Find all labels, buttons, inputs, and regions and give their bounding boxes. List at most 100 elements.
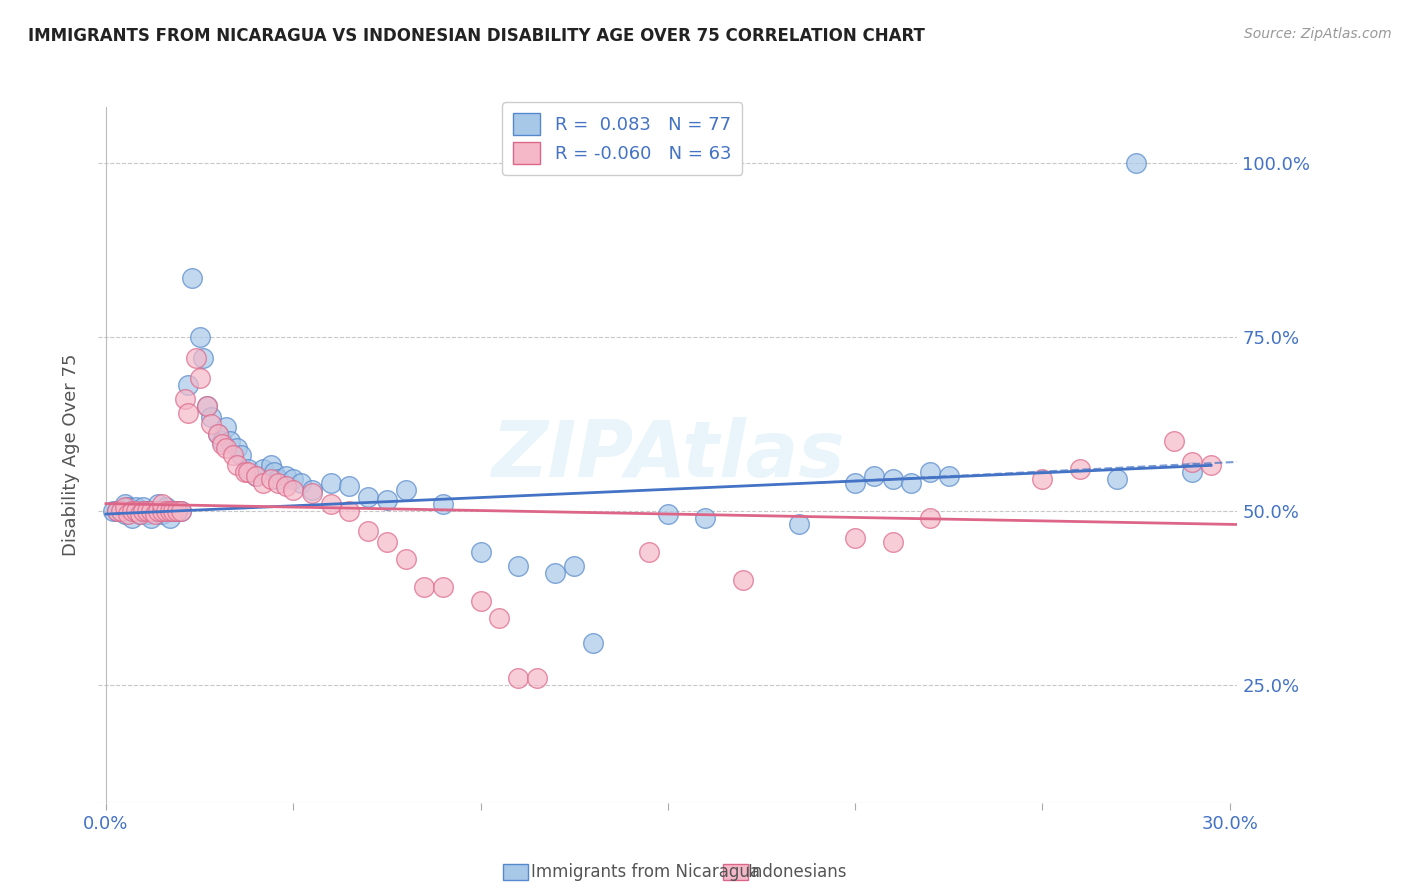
Indonesians	[252, 475, 274, 490]
Immigrants from Nicaragua	[155, 500, 177, 514]
Indonesians	[488, 611, 510, 625]
Immigrants from Nicaragua	[125, 503, 148, 517]
Immigrants from Nicaragua	[125, 500, 148, 514]
Immigrants from Nicaragua	[657, 507, 679, 521]
Indonesians	[117, 507, 139, 521]
Indonesians	[150, 497, 173, 511]
Indonesians	[413, 580, 436, 594]
Immigrants from Nicaragua	[544, 566, 567, 581]
Indonesians	[1199, 458, 1222, 473]
Immigrants from Nicaragua	[132, 503, 155, 517]
Immigrants from Nicaragua	[938, 468, 960, 483]
Immigrants from Nicaragua	[150, 503, 173, 517]
Text: Indonesians: Indonesians	[748, 863, 846, 881]
Immigrants from Nicaragua	[1181, 466, 1204, 480]
Indonesians	[139, 503, 162, 517]
Immigrants from Nicaragua	[506, 559, 529, 574]
Immigrants from Nicaragua	[218, 434, 240, 448]
Indonesians	[150, 503, 173, 517]
Indonesians	[844, 532, 866, 546]
Immigrants from Nicaragua	[121, 503, 143, 517]
Indonesians	[731, 573, 754, 587]
Indonesians	[105, 503, 128, 517]
Indonesians	[506, 671, 529, 685]
Indonesians	[432, 580, 454, 594]
Immigrants from Nicaragua	[1107, 472, 1129, 486]
Immigrants from Nicaragua	[695, 510, 717, 524]
Immigrants from Nicaragua	[470, 545, 492, 559]
Indonesians	[882, 534, 904, 549]
Indonesians	[132, 503, 155, 517]
Indonesians	[283, 483, 305, 497]
Immigrants from Nicaragua	[128, 503, 150, 517]
Indonesians	[195, 399, 218, 413]
Immigrants from Nicaragua	[200, 409, 222, 424]
Immigrants from Nicaragua	[121, 510, 143, 524]
Indonesians	[222, 448, 245, 462]
Immigrants from Nicaragua	[229, 448, 252, 462]
Immigrants from Nicaragua	[143, 503, 166, 517]
Immigrants from Nicaragua	[193, 351, 215, 365]
Immigrants from Nicaragua	[844, 475, 866, 490]
Immigrants from Nicaragua	[263, 466, 285, 480]
Immigrants from Nicaragua	[226, 441, 249, 455]
Indonesians	[170, 503, 193, 517]
Immigrants from Nicaragua	[274, 468, 297, 483]
Indonesians	[166, 503, 188, 517]
Indonesians	[1181, 455, 1204, 469]
Immigrants from Nicaragua	[170, 503, 193, 517]
Immigrants from Nicaragua	[252, 462, 274, 476]
Immigrants from Nicaragua	[159, 510, 181, 524]
Immigrants from Nicaragua	[339, 479, 361, 493]
Immigrants from Nicaragua	[319, 475, 342, 490]
Immigrants from Nicaragua	[103, 503, 125, 517]
Legend: R =  0.083   N = 77, R = -0.060   N = 63: R = 0.083 N = 77, R = -0.060 N = 63	[502, 103, 742, 175]
Indonesians	[245, 468, 267, 483]
Indonesians	[375, 534, 398, 549]
Immigrants from Nicaragua	[900, 475, 922, 490]
Immigrants from Nicaragua	[132, 500, 155, 514]
Indonesians	[136, 503, 159, 517]
Indonesians	[110, 503, 132, 517]
Immigrants from Nicaragua	[177, 378, 200, 392]
Indonesians	[274, 479, 297, 493]
Indonesians	[226, 458, 249, 473]
Indonesians	[200, 417, 222, 431]
Indonesians	[173, 392, 195, 407]
Immigrants from Nicaragua	[301, 483, 323, 497]
Indonesians	[267, 475, 290, 490]
Immigrants from Nicaragua	[195, 399, 218, 413]
Immigrants from Nicaragua	[207, 427, 229, 442]
Immigrants from Nicaragua	[375, 493, 398, 508]
Immigrants from Nicaragua	[155, 503, 177, 517]
Immigrants from Nicaragua	[117, 500, 139, 514]
Immigrants from Nicaragua	[432, 497, 454, 511]
Indonesians	[188, 371, 211, 385]
Immigrants from Nicaragua	[787, 517, 810, 532]
Indonesians	[260, 472, 283, 486]
Immigrants from Nicaragua	[283, 472, 305, 486]
Indonesians	[1069, 462, 1091, 476]
Text: IMMIGRANTS FROM NICARAGUA VS INDONESIAN DISABILITY AGE OVER 75 CORRELATION CHART: IMMIGRANTS FROM NICARAGUA VS INDONESIAN …	[28, 27, 925, 45]
Indonesians	[215, 441, 238, 455]
Indonesians	[394, 552, 416, 566]
Immigrants from Nicaragua	[290, 475, 312, 490]
Immigrants from Nicaragua	[139, 510, 162, 524]
Immigrants from Nicaragua	[211, 434, 233, 448]
Immigrants from Nicaragua	[148, 503, 170, 517]
Immigrants from Nicaragua	[188, 329, 211, 343]
Immigrants from Nicaragua	[114, 497, 136, 511]
Indonesians	[470, 594, 492, 608]
Immigrants from Nicaragua	[357, 490, 380, 504]
Indonesians	[238, 466, 260, 480]
Indonesians	[155, 503, 177, 517]
Immigrants from Nicaragua	[245, 468, 267, 483]
Indonesians	[114, 500, 136, 514]
Indonesians	[121, 503, 143, 517]
Indonesians	[638, 545, 661, 559]
Indonesians	[184, 351, 207, 365]
Text: Source: ZipAtlas.com: Source: ZipAtlas.com	[1244, 27, 1392, 41]
Text: ZIPAtlas: ZIPAtlas	[491, 417, 845, 493]
Immigrants from Nicaragua	[148, 497, 170, 511]
Indonesians	[526, 671, 548, 685]
